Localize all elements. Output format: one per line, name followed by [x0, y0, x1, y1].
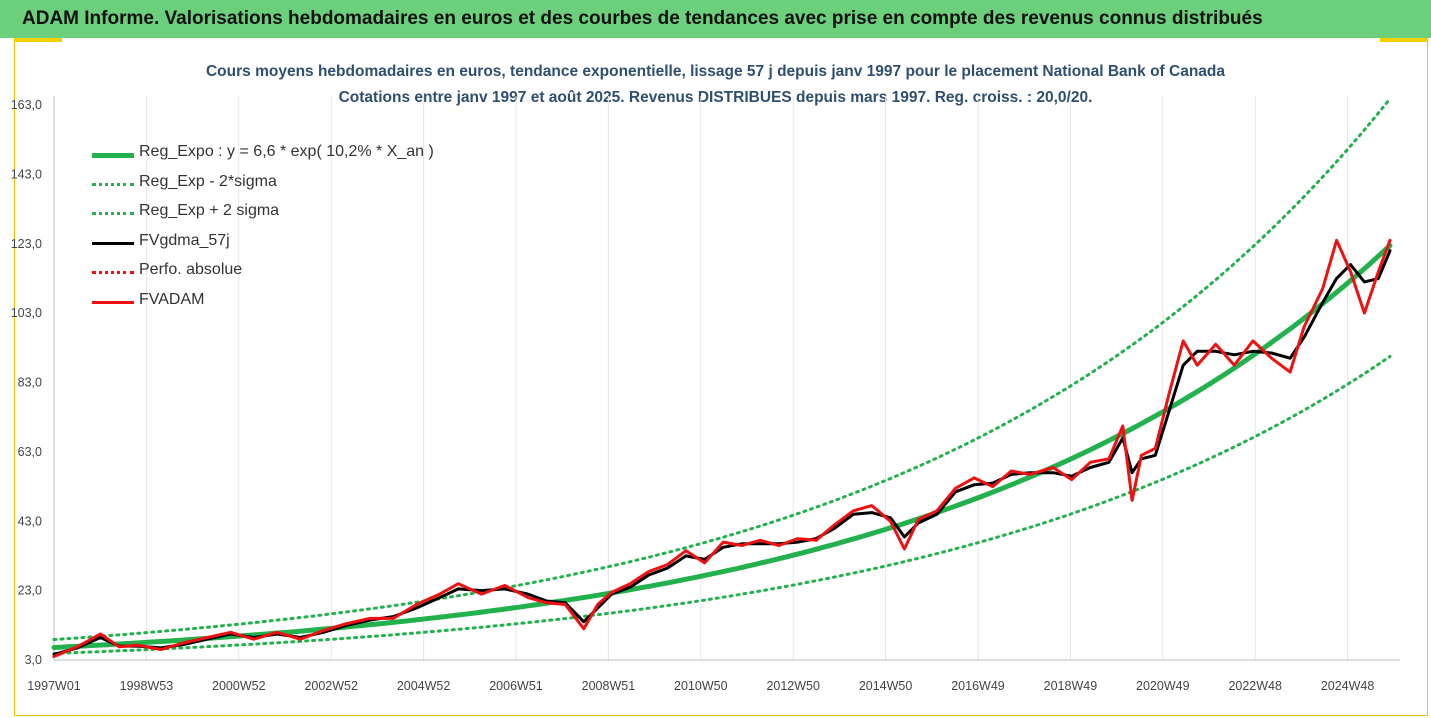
header-banner: ADAM Informe. Valorisations hebdomadaire… — [0, 0, 1431, 38]
legend-swatch — [92, 182, 134, 186]
x-tick-label: 2012W50 — [766, 679, 820, 693]
x-tick-label: 2008W51 — [582, 679, 636, 693]
series-reg-plus — [52, 97, 1392, 641]
corner-mark-right — [1380, 38, 1428, 42]
chart-frame — [14, 38, 1428, 716]
y-tick-label: 123,0 — [11, 237, 42, 251]
legend-swatch — [92, 271, 134, 274]
corner-mark-left — [14, 38, 62, 42]
x-tick-label: 2018W49 — [1044, 679, 1098, 693]
series-fvgdma — [52, 249, 1392, 656]
series-reg-expo — [51, 243, 1393, 650]
page-title: ADAM Informe. Valorisations hebdomadaire… — [22, 8, 1263, 29]
x-tick-label: 2014W50 — [859, 679, 913, 693]
y-tick-label: 63,0 — [18, 445, 42, 459]
legend-label: Reg_Expo : y = 6,6 * exp( 10,2% * X_an ) — [139, 143, 434, 160]
y-tick-label: 3,0 — [25, 653, 42, 667]
x-tick-label: 2006W51 — [489, 679, 543, 693]
y-tick-label: 163,0 — [11, 98, 42, 112]
legend-label: Reg_Exp + 2 sigma — [139, 202, 280, 219]
y-tick-label: 103,0 — [11, 306, 42, 320]
x-tick-label: 2010W50 — [674, 679, 728, 693]
chart-subtitle: Cotations entre janv 1997 et août 2025. … — [338, 89, 1093, 106]
legend-swatch — [92, 153, 134, 158]
x-tick-label: 2004W52 — [397, 679, 451, 693]
x-tick-label: 2024W48 — [1321, 679, 1375, 693]
legend-label: Perfo. absolue — [139, 261, 243, 278]
legend-swatch — [92, 212, 134, 215]
legend-label: FVADAM — [139, 290, 205, 308]
chart-title: Cours moyens hebdomadaires en euros, ten… — [205, 63, 1225, 80]
x-tick-label: 1998W53 — [120, 679, 174, 693]
legend-label: Reg_Exp - 2*sigma — [139, 172, 277, 190]
series-fvadam — [52, 238, 1392, 658]
x-tick-label: 2020W49 — [1136, 679, 1190, 693]
x-tick-label: 2002W52 — [304, 679, 358, 693]
y-tick-label: 43,0 — [18, 514, 42, 528]
y-tick-label: 23,0 — [18, 584, 42, 598]
y-tick-label: 143,0 — [11, 167, 42, 181]
legend-swatch — [92, 300, 134, 304]
x-tick-label: 2016W49 — [951, 679, 1005, 693]
x-tick-label: 2000W52 — [212, 679, 266, 693]
series-reg-minus — [52, 355, 1392, 655]
y-tick-label: 83,0 — [18, 376, 42, 390]
x-tick-label: 1997W01 — [27, 679, 81, 693]
legend-swatch — [92, 241, 134, 245]
x-tick-label: 2022W48 — [1228, 679, 1282, 693]
legend-label: FVgdma_57j — [139, 231, 230, 249]
